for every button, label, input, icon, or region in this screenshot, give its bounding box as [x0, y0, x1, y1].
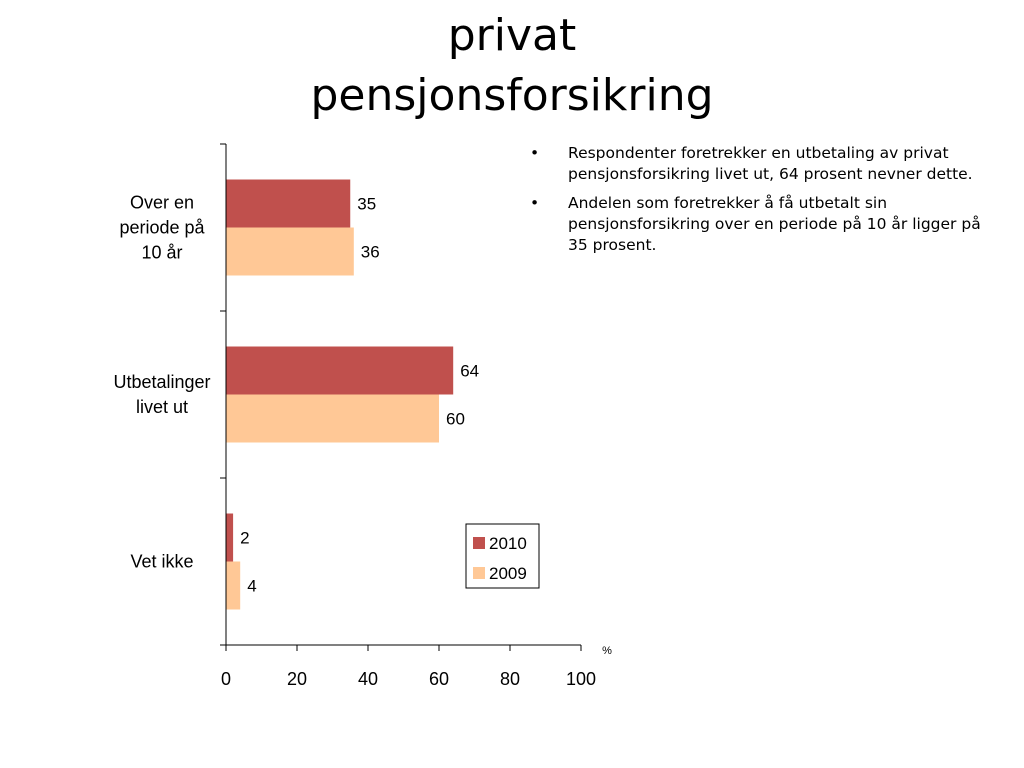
bullet-dot: • — [530, 194, 540, 212]
x-tick-label: 0 — [221, 669, 231, 689]
legend-swatch — [473, 537, 485, 549]
bar — [226, 513, 234, 562]
bullet-text: Andelen som foretrekker å få utbetalt si… — [568, 194, 981, 254]
unit-label: % — [602, 645, 612, 657]
data-label: 60 — [446, 410, 465, 429]
slide-title: privat pensjonsforsikring — [0, 6, 1024, 126]
category-label: Vet ikke — [130, 552, 193, 572]
category-label: Utbetalinger livet ut — [113, 372, 210, 417]
data-label: 64 — [460, 362, 479, 381]
data-label: 36 — [361, 243, 380, 262]
data-label: 35 — [357, 195, 376, 214]
bullet-dot: • — [530, 144, 540, 162]
x-tick-label: 100 — [566, 669, 596, 689]
bar — [226, 561, 241, 610]
title-line-1: privat — [447, 10, 577, 61]
legend-swatch — [473, 567, 485, 579]
x-tick-label: 60 — [429, 669, 449, 689]
title-line-2: pensjonsforsikring — [310, 70, 714, 121]
bullet-item: • Respondenter foretrekker en utbetaling… — [522, 143, 982, 185]
data-label: 4 — [247, 577, 256, 596]
bullet-item: • Andelen som foretrekker å få utbetalt … — [522, 193, 982, 256]
x-tick-label: 20 — [287, 669, 307, 689]
bar — [226, 346, 454, 395]
legend-label: 2009 — [489, 564, 527, 583]
bar — [226, 179, 351, 228]
category-label: Over en periode på 10 år — [119, 193, 205, 263]
x-tick-label: 80 — [500, 669, 520, 689]
bar — [226, 394, 439, 443]
legend-label: 2010 — [489, 534, 527, 553]
bullet-text: Respondenter foretrekker en utbetaling a… — [568, 144, 973, 183]
bullet-list: • Respondenter foretrekker en utbetaling… — [522, 143, 982, 264]
bar — [226, 227, 354, 276]
data-label: 2 — [240, 529, 249, 548]
x-tick-label: 40 — [358, 669, 378, 689]
